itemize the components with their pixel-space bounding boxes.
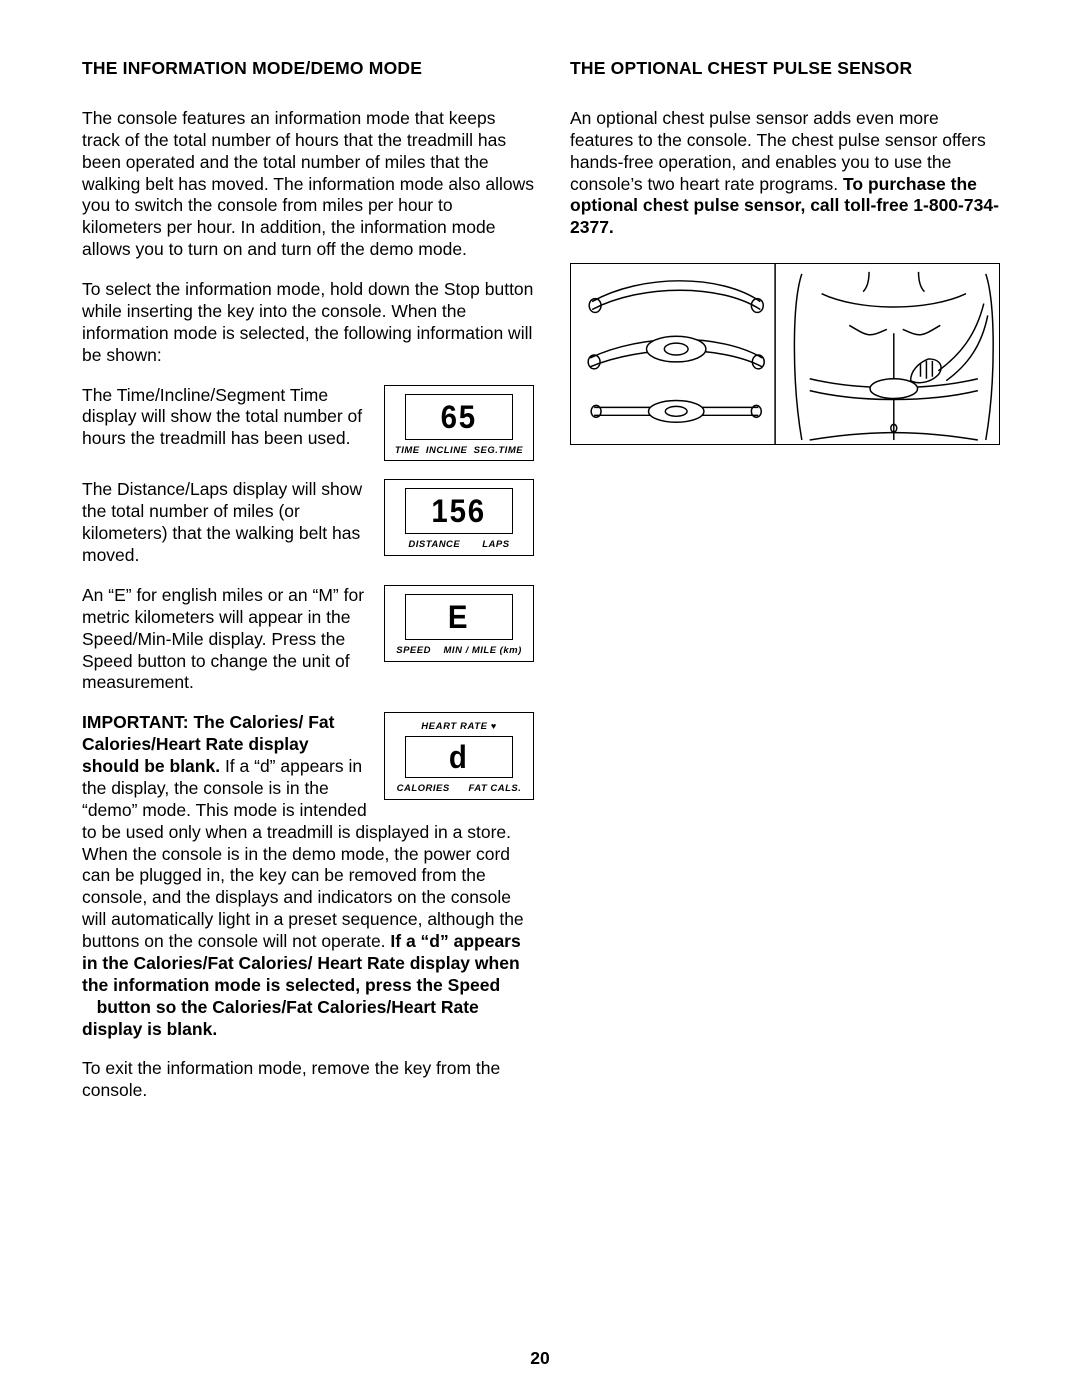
lcd-value: E — [448, 601, 469, 633]
lcd-screen: d — [405, 736, 513, 778]
lcd-label: TIME INCLINE SEG.TIME — [391, 445, 527, 457]
lcd-value: 156 — [432, 495, 487, 527]
paragraph: An optional chest pulse sensor adds even… — [570, 108, 1000, 239]
paragraph-with-figure: An “E” for english miles or an “M” for m… — [82, 585, 534, 694]
lcd-panel-heartrate: HEART RATE ♥ d CALORIES FAT CALS. — [384, 712, 534, 800]
chest-sensor-illustration — [570, 263, 1000, 445]
paragraph-important-cont: to be used only when a treadmill is disp… — [82, 822, 534, 1041]
lcd-screen: E — [405, 594, 513, 640]
lcd-label: DISTANCE LAPS — [391, 539, 527, 551]
right-column: THE OPTIONAL CHEST PULSE SENSOR An optio… — [570, 58, 1000, 1120]
two-column-layout: THE INFORMATION MODE/DEMO MODE The conso… — [82, 58, 1000, 1120]
section-title-info-mode: THE INFORMATION MODE/DEMO MODE — [82, 58, 534, 80]
section-title-chest-sensor: THE OPTIONAL CHEST PULSE SENSOR — [570, 58, 1000, 80]
paragraph-with-figure: The Time/Incline/Segment Time display wi… — [82, 385, 534, 462]
lcd-label-top: HEART RATE ♥ — [391, 721, 527, 733]
lcd-label: CALORIES FAT CALS. — [391, 783, 527, 795]
paragraph: An “E” for english miles or an “M” for m… — [82, 585, 370, 694]
lcd-label: SPEED MIN / MILE (km) — [391, 645, 527, 657]
paragraph: The Distance/Laps display will show the … — [82, 479, 370, 567]
lcd-screen: 65 — [405, 394, 513, 440]
lcd-screen: 156 — [405, 488, 513, 534]
manual-page: THE INFORMATION MODE/DEMO MODE The conso… — [0, 0, 1080, 1397]
lcd-panel-distance: 156 DISTANCE LAPS — [384, 479, 534, 556]
paragraph: The console features an information mode… — [82, 108, 534, 261]
lcd-panel-time: 65 TIME INCLINE SEG.TIME — [384, 385, 534, 462]
left-column: THE INFORMATION MODE/DEMO MODE The conso… — [82, 58, 534, 1120]
paragraph-important: IMPORTANT: The Calories/ Fat Calories/He… — [82, 712, 370, 821]
paragraph: To exit the information mode, remove the… — [82, 1058, 534, 1102]
lcd-value: 65 — [441, 401, 477, 433]
paragraph: To select the information mode, hold dow… — [82, 279, 534, 367]
heart-icon: ♥ — [491, 721, 497, 731]
lcd-label-text: HEART RATE — [421, 721, 487, 732]
lcd-panel-speed: E SPEED MIN / MILE (km) — [384, 585, 534, 662]
page-number: 20 — [0, 1348, 1080, 1369]
lcd-value: d — [449, 741, 469, 773]
paragraph-with-figure: IMPORTANT: The Calories/ Fat Calories/He… — [82, 712, 534, 821]
paragraph: The Time/Incline/Segment Time display wi… — [82, 385, 370, 451]
paragraph-with-figure: The Distance/Laps display will show the … — [82, 479, 534, 567]
